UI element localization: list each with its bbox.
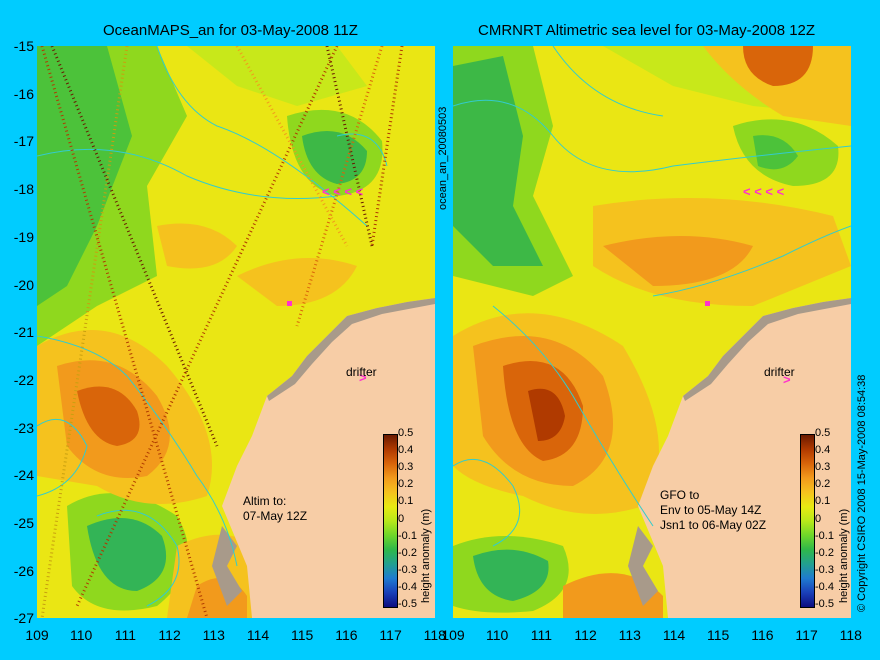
y-tick-label: -23	[13, 419, 34, 436]
colorbar-tick-label: 0.5	[815, 427, 831, 439]
x-tick-label: 117	[795, 627, 818, 643]
colorbar-tick-label: 0.1	[398, 495, 414, 508]
colorbar-tick-label: -0.3	[398, 563, 417, 576]
colorbar-tick-label: -0.2	[815, 546, 834, 559]
x-tick-label: 116	[335, 627, 358, 643]
left-map-graphic: < < < < >	[37, 46, 435, 618]
colorbar-tick-label: 0.4	[398, 444, 414, 457]
svg-text:>: >	[359, 370, 367, 385]
colorbar-tick-label: 0.2	[815, 478, 831, 491]
colorbar-tick-label: 0.2	[398, 478, 414, 491]
right-colorbar-label: height anomaly (m)	[838, 508, 850, 603]
svg-text:>: >	[783, 372, 791, 387]
colorbar-tick-label: -0.1	[815, 529, 834, 542]
left-note-line-2: 07-May 12Z	[243, 509, 308, 523]
colorbar-tick-label: -0.5	[815, 598, 834, 610]
x-tick-label: 110	[486, 627, 509, 643]
y-tick-label: -21	[13, 324, 34, 341]
colorbar-tick-label: 0	[398, 512, 405, 525]
x-tick-label: 109	[25, 627, 49, 643]
colorbar-tick-label: 0.4	[815, 444, 831, 457]
right-colorbar	[800, 434, 815, 608]
left-colorbar-label: height anomaly (m)	[420, 508, 432, 603]
right-map-graphic: < < < < >	[453, 46, 851, 618]
x-tick-label: 110	[70, 627, 93, 643]
svg-text:< < < <: < < < <	[322, 184, 364, 199]
x-tick-label: 111	[530, 627, 553, 643]
colorbar-tick-label: -0.1	[398, 529, 417, 542]
left-panel-title: OceanMAPS_an for 03-May-2008 11Z	[103, 22, 358, 39]
y-tick-label: -18	[13, 181, 34, 198]
colorbar-tick-label: -0.4	[815, 580, 834, 593]
y-tick-label: -25	[13, 515, 34, 531]
x-tick-label: 116	[751, 627, 774, 643]
colorbar-tick-label: 0.3	[815, 461, 831, 474]
left-map[interactable]: < < < < >	[37, 46, 435, 618]
x-tick-label: 117	[379, 627, 402, 643]
y-tick-label: -20	[13, 276, 34, 293]
y-tick-label: -24	[13, 467, 34, 484]
x-tick-label: 115	[291, 627, 314, 643]
colorbar-tick-label: 0.3	[398, 461, 414, 474]
x-tick-label: 112	[574, 627, 597, 643]
y-tick-label: -26	[13, 562, 34, 579]
right-note-line-3: Jsn1 to 06-May 02Z	[660, 518, 767, 532]
left-drifter-label: drifter	[346, 365, 377, 379]
copyright-label: © Copyright CSIRO 2008 15-May-2008 08:54…	[856, 374, 868, 612]
x-tick-label: 114	[246, 627, 270, 643]
colorbar-tick-label: -0.5	[398, 598, 417, 610]
x-tick-label: 112	[158, 627, 181, 643]
right-map[interactable]: < < < < >	[453, 46, 851, 618]
y-tick-label: -27	[13, 610, 34, 627]
svg-text:< < < <: < < < <	[743, 184, 785, 199]
colorbar-tick-label: 0.1	[815, 495, 831, 508]
right-note-line-1: GFO to	[660, 488, 700, 502]
x-tick-label: 118	[423, 627, 446, 643]
x-tick-label: 114	[662, 627, 686, 643]
x-tick-label: 118	[839, 627, 862, 643]
right-panel-title: CMRNRT Altimetric sea level for 03-May-2…	[478, 22, 816, 39]
colorbar-tick-label: -0.2	[398, 546, 417, 559]
y-tick-label: -16	[13, 85, 34, 102]
right-drifter-label: drifter	[764, 365, 795, 379]
colorbar-tick-label: 0.5	[398, 427, 414, 439]
left-colorbar	[383, 434, 398, 608]
x-tick-label: 113	[202, 627, 225, 643]
right-note-line-2: Env to 05-May 14Z	[660, 503, 762, 517]
right-gfo-note: GFO to Env to 05-May 14Z Jsn1 to 06-May …	[660, 488, 766, 533]
x-tick-label: 111	[114, 627, 137, 643]
colorbar-tick-label: 0	[815, 512, 822, 525]
left-altim-note: Altim to: 07-May 12Z	[243, 494, 307, 524]
x-tick-label: 115	[707, 627, 730, 643]
left-note-line-1: Altim to:	[243, 494, 287, 508]
colorbar-tick-label: -0.3	[815, 563, 834, 576]
y-tick-label: -19	[13, 228, 34, 245]
side-label: ocean_an_20080503	[437, 106, 449, 210]
x-tick-label: 109	[441, 627, 465, 643]
y-tick-label: -15	[13, 38, 34, 54]
x-tick-label: 113	[618, 627, 641, 643]
colorbar-tick-label: -0.4	[398, 580, 417, 593]
y-tick-label: -17	[13, 133, 34, 150]
y-tick-label: -22	[13, 371, 34, 388]
